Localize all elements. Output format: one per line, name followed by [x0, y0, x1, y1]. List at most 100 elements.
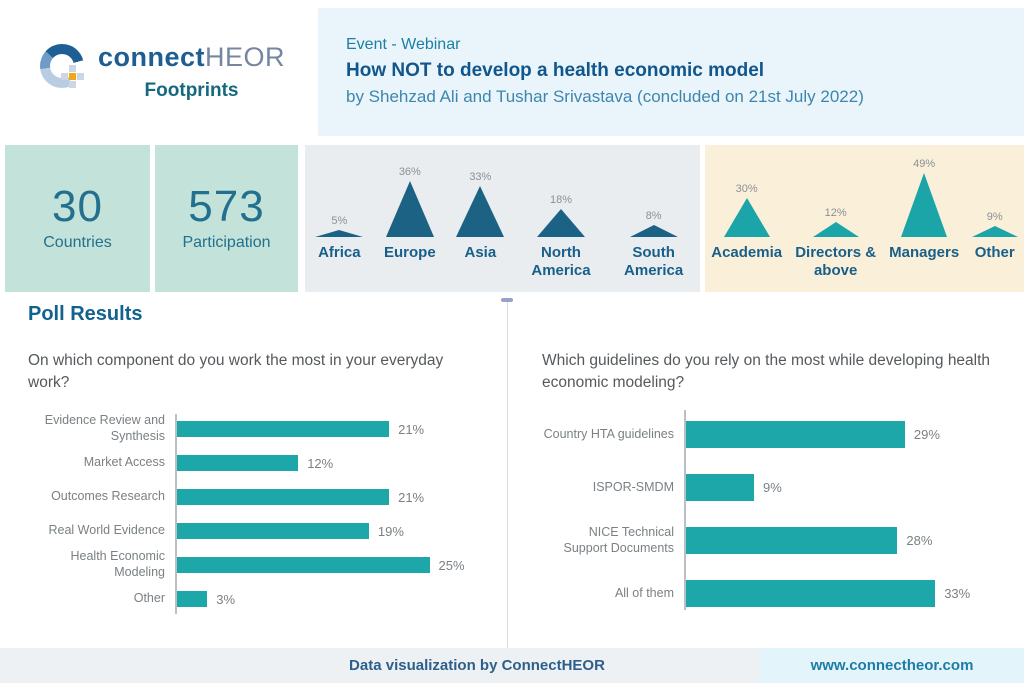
bar-row-real-world-evidence: Real World Evidence 19%: [28, 514, 498, 548]
brand-tagline: Footprints: [144, 80, 239, 101]
bar-row-nice-tsd: NICE Technical Support Documents 28%: [542, 514, 1020, 567]
triangle-item-managers: 49% Managers: [889, 155, 959, 292]
footer-website-link[interactable]: www.connectheor.com: [760, 648, 1024, 683]
triangle-value-label: 5%: [331, 215, 348, 227]
bar-row-ispor-smdm: ISPOR-SMDM 9%: [542, 461, 1020, 514]
bar-category-label: Health Economic Modeling: [70, 549, 166, 579]
triangle-shape: [723, 198, 770, 237]
triangle-shape: [971, 226, 1018, 237]
divider-top-tick: [501, 298, 513, 302]
y-axis-line: [175, 414, 177, 614]
bar-category-label: Evidence Review and Synthesis: [44, 413, 165, 443]
bar-category-label: Real World Evidence: [48, 523, 166, 538]
bar-fill: [177, 421, 390, 437]
footer-bar: Data visualization by ConnectHEOR www.co…: [0, 648, 1024, 683]
poll-bar-chart-components: Evidence Review and Synthesis 21% Market…: [28, 412, 498, 616]
bar-value-label: 28%: [906, 533, 933, 548]
event-byline: by Shehzad Ali and Tushar Srivastava (co…: [346, 87, 864, 106]
triangle-shape: [456, 186, 505, 237]
bar-row-other: Other 3%: [28, 582, 498, 616]
triangle-shape: [812, 222, 859, 237]
bar-fill: [177, 523, 369, 539]
triangle-value-label: 18%: [549, 194, 572, 206]
triangle-item-europe: 36% Europe: [384, 155, 436, 292]
stat-value: 573: [188, 182, 265, 231]
triangle-value-label: 36%: [398, 166, 421, 178]
bar-value-label: 33%: [944, 586, 971, 601]
bar-value-label: 21%: [398, 489, 425, 505]
stat-label: Countries: [43, 234, 112, 251]
bar-value-label: 19%: [377, 523, 404, 539]
triangle-item-africa: 5% Africa: [315, 155, 364, 292]
event-title: How NOT to develop a health economic mod…: [346, 60, 765, 81]
logo-plus-icon: [61, 65, 84, 88]
brand-name: connectHEOR: [98, 44, 285, 71]
bar-fill: [686, 421, 905, 448]
bar-row-market-access: Market Access 12%: [28, 446, 498, 480]
bar-category-label: Outcomes Research: [51, 489, 165, 504]
triangle-item-academia: 30% Academia: [711, 155, 782, 292]
bar-fill: [686, 527, 898, 554]
bar-row-outcomes-research: Outcomes Research 21%: [28, 480, 498, 514]
triangle-shape: [901, 173, 948, 237]
bar-value-label: 9%: [763, 480, 782, 495]
bar-fill: [177, 591, 208, 607]
bar-row-country-hta: Country HTA guidelines 29%: [542, 408, 1020, 461]
y-axis-line: [684, 410, 686, 610]
triangle-item-south-america: 8% South America: [618, 155, 690, 292]
stat-label: Participation: [182, 234, 271, 251]
triangle-category-label: Academia: [711, 244, 783, 261]
poll-question-right: Which guidelines do you rely on the most…: [542, 352, 991, 391]
triangle-category-label: Africa: [318, 244, 361, 261]
bar-fill: [177, 455, 299, 471]
roles-triangle-chart: 30% Academia 12% Directors & above 49% M…: [705, 145, 1024, 292]
triangle-value-label: 30%: [735, 183, 758, 195]
triangle-category-label: Other: [974, 244, 1015, 261]
triangle-category-label: Managers: [889, 244, 960, 261]
logo-text-block: connectHEOR Footprints: [98, 44, 285, 102]
event-header-panel: Event - Webinar How NOT to develop a hea…: [318, 8, 1024, 136]
bar-fill: [686, 474, 754, 501]
triangle-shape: [385, 181, 434, 237]
bar-category-label: All of them: [614, 585, 674, 600]
bar-category-label: Market Access: [83, 455, 165, 470]
connectheor-logo-icon: [40, 44, 84, 88]
triangle-category-label: South America: [624, 244, 684, 279]
triangle-value-label: 9%: [986, 211, 1003, 223]
triangle-item-directors: 12% Directors & above: [795, 155, 877, 292]
bar-fill: [177, 489, 390, 505]
triangle-item-north-america: 18% North America: [525, 155, 597, 292]
bar-value-label: 12%: [307, 455, 334, 471]
bar-row-all-of-them: All of them 33%: [542, 567, 1020, 620]
triangle-category-label: Directors & above: [795, 244, 877, 279]
vertical-divider: [507, 300, 508, 648]
bar-fill: [686, 580, 936, 607]
bar-value-label: 3%: [216, 591, 236, 607]
bar-fill: [177, 557, 430, 573]
triangle-shape: [536, 209, 585, 237]
bar-value-label: 25%: [438, 557, 465, 573]
triangle-category-label: Europe: [383, 244, 436, 261]
bar-category-label: Country HTA guidelines: [543, 426, 674, 441]
stat-value: 30: [52, 182, 103, 231]
triangle-item-other: 9% Other: [971, 155, 1018, 292]
triangle-value-label: 33%: [469, 171, 492, 183]
bar-category-label: ISPOR-SMDM: [592, 479, 674, 494]
triangle-item-asia: 33% Asia: [456, 155, 505, 292]
stat-card-participation: 573 Participation: [155, 145, 298, 292]
event-kind: Event - Webinar: [346, 36, 461, 53]
bar-category-label: Other: [133, 591, 165, 606]
triangle-value-label: 12%: [824, 207, 847, 219]
bar-category-label: NICE Technical Support Documents: [563, 524, 674, 555]
triangle-value-label: 49%: [913, 158, 936, 170]
triangle-category-label: Asia: [464, 244, 497, 261]
brand-name-connect: connect: [98, 42, 206, 72]
bar-value-label: 29%: [913, 427, 940, 442]
triangle-category-label: North America: [531, 244, 591, 279]
brand-name-heor: HEOR: [205, 42, 286, 72]
triangle-shape: [315, 230, 364, 237]
poll-question-left: On which component do you work the most …: [28, 352, 444, 391]
bar-row-evidence-review: Evidence Review and Synthesis 21%: [28, 412, 498, 446]
bar-row-health-economic-modeling: Health Economic Modeling 25%: [28, 548, 498, 582]
triangle-shape: [629, 225, 678, 237]
